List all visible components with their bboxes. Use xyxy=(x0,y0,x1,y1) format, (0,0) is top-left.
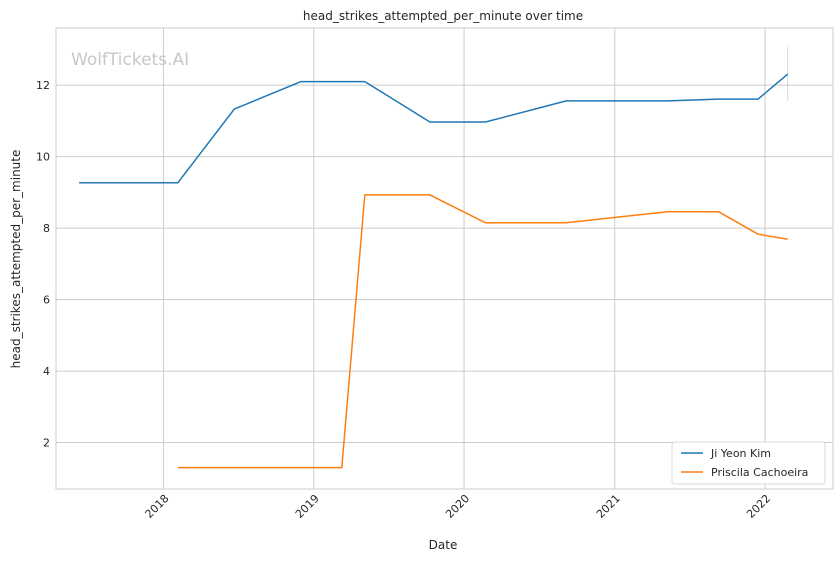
y-axis-label: head_strikes_attempted_per_minute xyxy=(9,150,23,369)
watermark: WolfTickets.AI xyxy=(71,50,189,70)
series-line-ji-yeon-kim xyxy=(79,73,789,184)
legend-box xyxy=(671,441,826,485)
x-tick-labels: 2018 2019 2020 2021 2022 xyxy=(143,492,774,521)
y-tick-label: 10 xyxy=(36,151,50,164)
plot-frame xyxy=(55,27,834,490)
legend-label-ji-yeon-kim: Ji Yeon Kim xyxy=(710,447,771,460)
x-axis-label: Date xyxy=(429,538,458,552)
legend: Ji Yeon Kim Priscila Cachoeira xyxy=(671,441,826,485)
x-tick-label: 2022 xyxy=(744,492,773,521)
y-tick-label: 4 xyxy=(43,365,50,378)
y-tick-label: 6 xyxy=(43,294,50,307)
y-tick-labels: 2 4 6 8 10 12 xyxy=(36,79,50,449)
chart-title: head_strikes_attempted_per_minute over t… xyxy=(303,9,583,23)
legend-label-priscila-cachoeira: Priscila Cachoeira xyxy=(711,466,808,479)
y-tick-label: 8 xyxy=(43,222,50,235)
x-tick-label: 2020 xyxy=(443,492,472,521)
x-tick-label: 2021 xyxy=(594,492,623,521)
y-tick-label: 12 xyxy=(36,79,50,92)
x-tick-label: 2018 xyxy=(143,492,172,521)
series-line-priscila-cachoeira xyxy=(177,194,788,469)
y-tick-label: 2 xyxy=(43,437,50,450)
x-tick-label: 2019 xyxy=(293,492,322,521)
series-lines xyxy=(79,47,789,469)
grid-lines xyxy=(56,28,833,489)
